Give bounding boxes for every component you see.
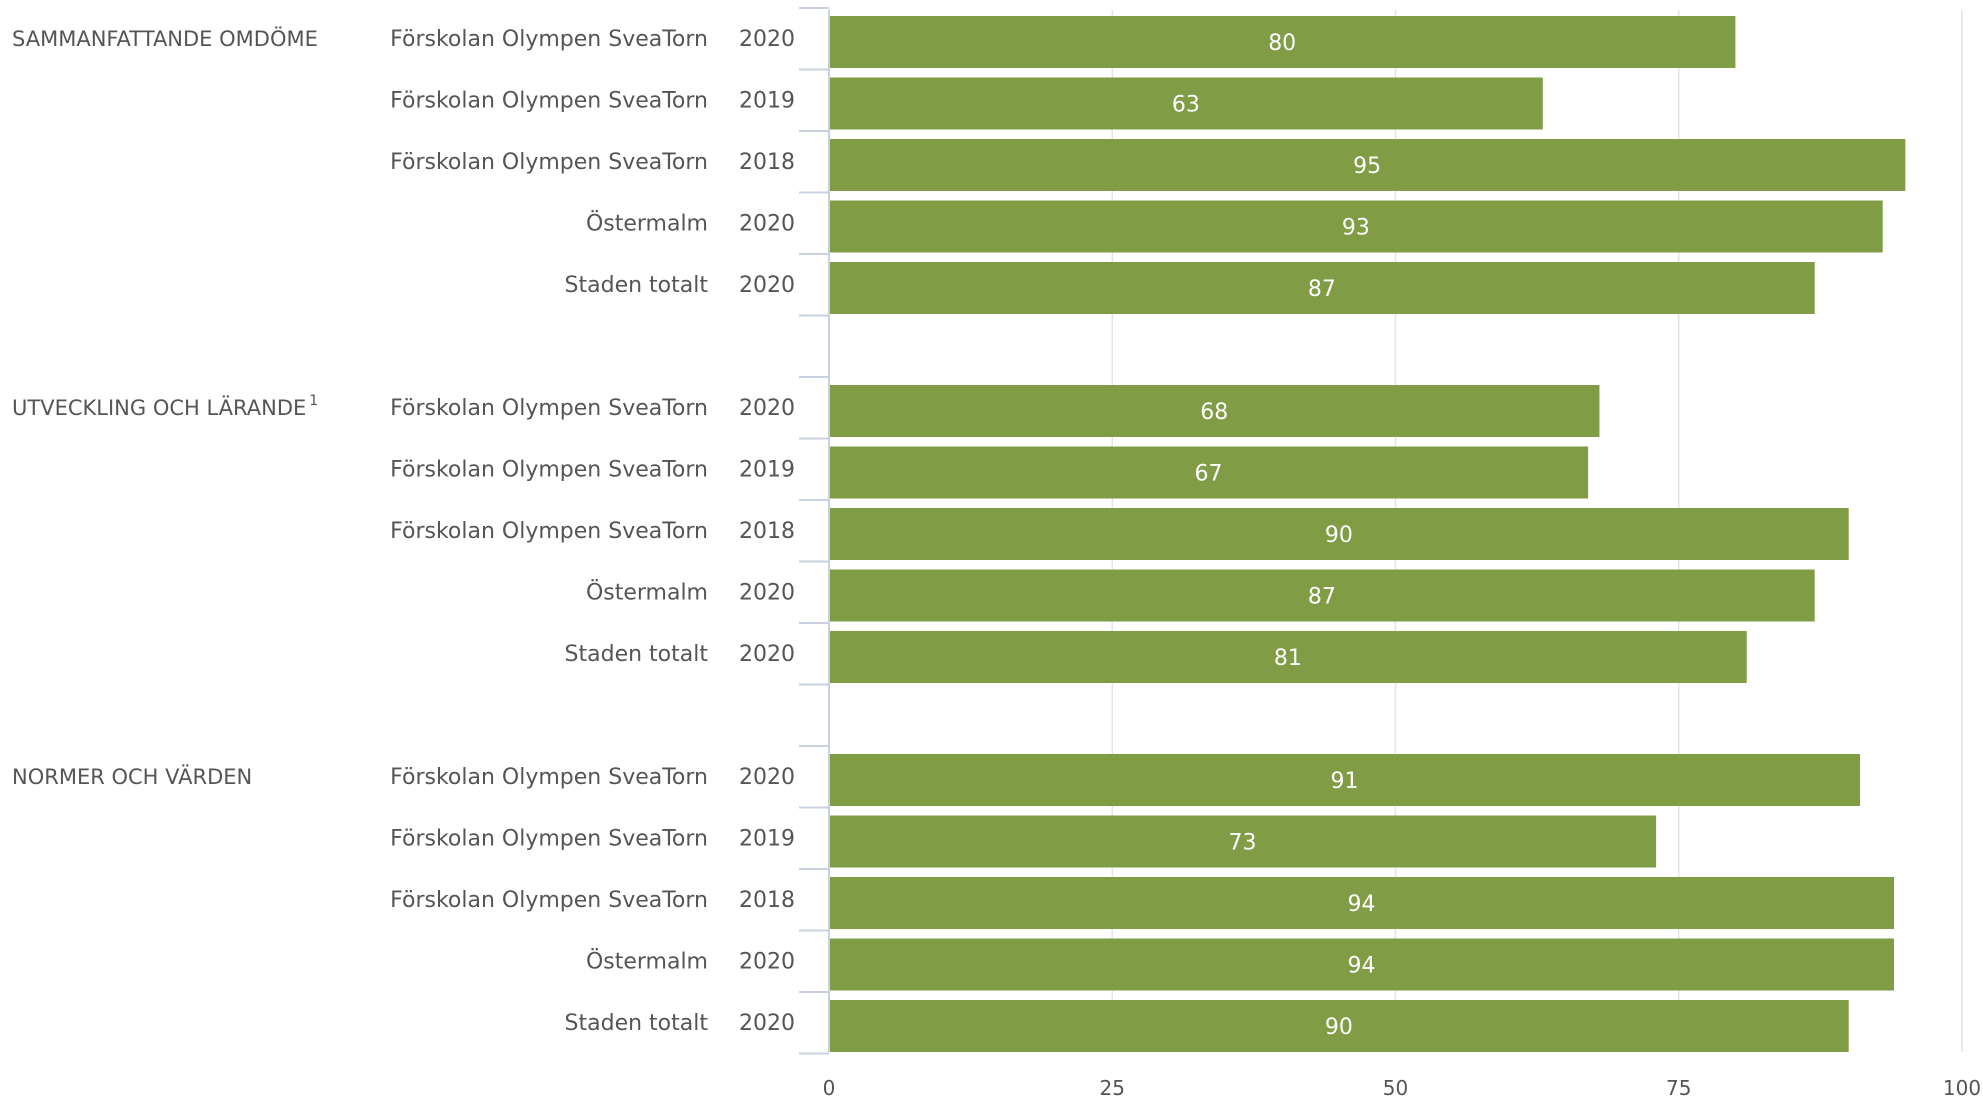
bar xyxy=(830,446,1589,499)
bar-value-label: 94 xyxy=(1348,954,1376,979)
row-name-label: Förskolan Olympen SveaTorn xyxy=(390,89,708,114)
row-year-label: 2018 xyxy=(739,519,795,544)
bar-value-label: 80 xyxy=(1268,31,1296,56)
bar-value-label: 87 xyxy=(1308,585,1336,610)
bar-value-label: 93 xyxy=(1342,216,1370,241)
row-labels: 2020 Förskolan Olympen SveaTorn 2019 Försko… xyxy=(390,27,795,1036)
row-name-label: Förskolan Olympen SveaTorn xyxy=(390,519,708,544)
row-year-label: 2020 xyxy=(739,765,795,790)
bar xyxy=(830,631,1747,683)
row-name-label: Förskolan Olympen SveaTorn xyxy=(390,888,708,913)
bar-value-label: 81 xyxy=(1274,646,1302,671)
row-year-label: 2020 xyxy=(739,273,795,298)
group-label: SAMMANFATTANDE OMDÖME xyxy=(12,26,318,51)
bar-value-label: 63 xyxy=(1172,93,1200,118)
bar xyxy=(830,938,1895,991)
row-name-label: Staden totalt xyxy=(565,273,709,298)
row-year-label: 2018 xyxy=(739,150,795,175)
row-year-label: 2020 xyxy=(739,212,795,237)
group-label: NORMER OCH VÄRDEN xyxy=(12,764,252,789)
row-name-label: Staden totalt xyxy=(565,642,709,667)
x-tick-label: 100 xyxy=(1943,1076,1981,1098)
row-year-label: 2019 xyxy=(739,827,795,852)
bar xyxy=(830,1000,1849,1052)
row-year-label: 2020 xyxy=(739,27,795,52)
bar xyxy=(830,569,1815,622)
bar xyxy=(830,200,1883,253)
bar-value-label: 91 xyxy=(1331,769,1359,794)
row-name-label: Förskolan Olympen SveaTorn xyxy=(390,765,708,790)
bar xyxy=(830,385,1600,437)
row-name-label: Förskolan Olympen SveaTorn xyxy=(390,458,708,483)
row-year-label: 2020 xyxy=(739,396,795,421)
group-labels: SAMMANFATTANDE OMDÖME UTVECKLING OCH LÄRA… xyxy=(12,26,318,789)
row-year-label: 2019 xyxy=(739,458,795,483)
bar xyxy=(830,77,1543,130)
group-label-footnote: 1 xyxy=(309,393,318,409)
row-year-label: 2020 xyxy=(739,581,795,606)
row-name-label: Förskolan Olympen SveaTorn xyxy=(390,396,708,421)
bar-value-label: 73 xyxy=(1229,831,1257,856)
row-name-label: Östermalm xyxy=(586,580,708,606)
x-tick-label: 0 xyxy=(823,1076,836,1098)
row-year-label: 2020 xyxy=(739,950,795,975)
bar xyxy=(830,754,1861,806)
row-year-label: 2020 xyxy=(739,1011,795,1036)
group-label: UTVECKLING OCH LÄRANDE 1 xyxy=(12,393,318,420)
bar-value-label: 67 xyxy=(1195,462,1223,487)
row-name-label: Förskolan Olympen SveaTorn xyxy=(390,827,708,852)
row-name-label: Staden totalt xyxy=(565,1011,709,1036)
x-axis-ticks: 0 25 50 75 100 xyxy=(823,1076,1981,1098)
bars: 80 63 95 93 87 68 67 90 87 81 91 73 94 94 90 xyxy=(830,16,1906,1052)
bar-value-label: 87 xyxy=(1308,277,1336,302)
x-tick-label: 50 xyxy=(1383,1076,1408,1098)
bar xyxy=(830,508,1849,560)
bar xyxy=(830,877,1895,929)
bar xyxy=(830,16,1736,68)
row-year-label: 2020 xyxy=(739,642,795,667)
row-year-label: 2019 xyxy=(739,89,795,114)
y-axis xyxy=(799,7,830,1055)
bar-value-label: 90 xyxy=(1325,523,1353,548)
bar xyxy=(830,262,1815,314)
row-name-label: Förskolan Olympen SveaTorn xyxy=(390,150,708,175)
x-tick-label: 75 xyxy=(1666,1076,1691,1098)
bar-value-label: 94 xyxy=(1348,892,1376,917)
bar xyxy=(830,139,1906,191)
bar-value-label: 68 xyxy=(1200,400,1228,425)
bar-value-label: 90 xyxy=(1325,1015,1353,1040)
bar xyxy=(830,815,1657,868)
bar-value-label: 95 xyxy=(1353,154,1381,179)
row-name-label: Förskolan Olympen SveaTorn xyxy=(390,27,708,52)
row-name-label: Östermalm xyxy=(586,949,708,975)
row-year-label: 2018 xyxy=(739,888,795,913)
x-tick-label: 25 xyxy=(1100,1076,1125,1098)
row-name-label: Östermalm xyxy=(586,211,708,237)
